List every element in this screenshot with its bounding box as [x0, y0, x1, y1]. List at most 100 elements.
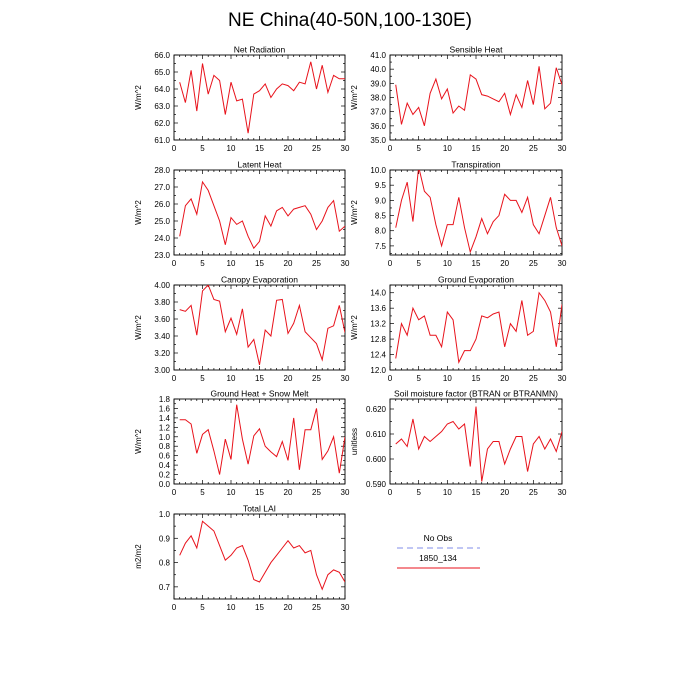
panel-2-title: Latent Heat [238, 160, 283, 170]
panel-2-y-tick-label: 24.0 [154, 234, 170, 243]
panel-8-series-line [179, 520, 345, 591]
panel-1-y-tick-label: 36.0 [370, 122, 386, 131]
panel-0-y-axis-title: W/m^2 [134, 85, 143, 110]
panel-0-x-tick-label: 5 [200, 144, 205, 153]
panel-4-x-tick-label: 0 [172, 374, 177, 383]
panel-1-y-tick-label: 37.0 [370, 108, 386, 117]
panel-8-title: Total LAI [243, 504, 276, 514]
panel-0-x-tick-label: 10 [227, 144, 236, 153]
panel-2-x-tick-label: 10 [227, 259, 236, 268]
panel-8-frame [173, 513, 346, 600]
panel-6-y-axis-title: W/m^2 [134, 429, 143, 454]
panel-3-y-axis-title: W/m^2 [350, 200, 359, 225]
panel-2-y-tick-label: 23.0 [154, 251, 170, 260]
panel-5-y-tick-label: 13.6 [370, 304, 386, 313]
panel-1-x-tick-label: 15 [472, 144, 481, 153]
panel-8-y-tick-label: 1.0 [159, 510, 171, 519]
panel-1-y-tick-label: 39.0 [370, 79, 386, 88]
panel-5-x-tick-label: 10 [443, 374, 452, 383]
panel-7-x-tick-label: 0 [388, 488, 393, 497]
panel-4-y-tick-label: 3.00 [154, 366, 170, 375]
panel-6-y-tick-label: 0.2 [159, 471, 171, 480]
panel-2-y-axis-title: W/m^2 [134, 200, 143, 225]
panel-6-y-tick-label: 1.6 [159, 404, 171, 413]
panel-2-y-tick-label: 25.0 [154, 217, 170, 226]
panel-4-series-line [179, 285, 345, 366]
panel-3-y-tick-label: 7.5 [375, 242, 387, 251]
panel-3-series-line [395, 170, 562, 254]
panel-4-x-tick-label: 30 [341, 374, 350, 383]
panel-6-y-tick-label: 1.4 [159, 414, 171, 423]
panel-8-y-axis-title: m2/m2 [134, 544, 143, 569]
panel-6-y-tick-label: 1.2 [159, 423, 171, 432]
panel-7-x-tick-label: 30 [558, 488, 567, 497]
panel-0-y-tick-label: 63.0 [154, 102, 170, 111]
panel-6-y-tick-label: 0.6 [159, 452, 171, 461]
panel-0-x-tick-label: 30 [341, 144, 350, 153]
panel-2-x-tick-label: 25 [312, 259, 321, 268]
panel-2-x-tick-label: 0 [172, 259, 177, 268]
panel-4-y-axis-title: W/m^2 [134, 315, 143, 340]
panel-7-title: Soil moisture factor (BTRAN or BTRANMN) [394, 389, 558, 399]
panel-1-x-tick-label: 0 [388, 144, 393, 153]
panel-0-x-tick-label: 20 [284, 144, 293, 153]
panel-5-x-tick-label: 20 [500, 374, 509, 383]
panel-4-frame [173, 284, 346, 371]
panel-1-y-tick-label: 35.0 [370, 136, 386, 145]
panel-1-frame [389, 54, 563, 141]
panel-2-y-tick-label: 28.0 [154, 166, 170, 175]
panel-2-y-tick-label: 26.0 [154, 200, 170, 209]
panel-6-y-tick-label: 1.0 [159, 433, 171, 442]
panel-3-frame [389, 169, 563, 256]
panel-5-x-tick-label: 30 [558, 374, 567, 383]
panel-4-y-tick-label: 3.20 [154, 349, 170, 358]
panel-7-y-tick-label: 0.590 [366, 480, 387, 489]
panel-7-y-axis-title: unitless [350, 428, 359, 455]
panel-0-y-tick-label: 62.0 [154, 119, 170, 128]
panel-2-series-line [179, 180, 345, 250]
panel-5-x-tick-label: 5 [416, 374, 421, 383]
panel-1-y-tick-label: 41.0 [370, 51, 386, 60]
panel-0-x-tick-label: 25 [312, 144, 321, 153]
panel-3-x-tick-label: 0 [388, 259, 393, 268]
panel-0-y-tick-label: 65.0 [154, 68, 170, 77]
panel-7-x-tick-label: 5 [416, 488, 421, 497]
panel-8-x-tick-label: 25 [312, 603, 321, 612]
panel-6-x-tick-label: 15 [255, 488, 264, 497]
panel-3-x-tick-label: 10 [443, 259, 452, 268]
panel-6-series-line [179, 404, 345, 475]
panel-7-series-line [395, 406, 562, 482]
panel-4-title: Canopy Evaporation [221, 275, 298, 285]
panel-8-x-tick-label: 15 [255, 603, 264, 612]
panel-7-y-tick-label: 0.610 [366, 430, 387, 439]
panel-6-frame [173, 398, 346, 485]
panel-8-y-tick-label: 0.9 [159, 534, 171, 543]
panel-3-y-tick-label: 10.0 [370, 166, 386, 175]
panel-3-x-tick-label: 15 [472, 259, 481, 268]
panel-1-y-tick-label: 40.0 [370, 65, 386, 74]
panel-6-x-tick-label: 5 [200, 488, 205, 497]
panel-8-x-tick-label: 20 [284, 603, 293, 612]
panel-4-y-tick-label: 3.60 [154, 315, 170, 324]
panel-8-x-tick-label: 5 [200, 603, 205, 612]
panel-0-y-tick-label: 64.0 [154, 85, 170, 94]
panel-5-y-tick-label: 13.2 [370, 320, 386, 329]
panel-1-series-line [395, 66, 562, 126]
panel-0-x-tick-label: 15 [255, 144, 264, 153]
panel-1-x-tick-label: 10 [443, 144, 452, 153]
panel-4-x-tick-label: 5 [200, 374, 205, 383]
panel-2-x-tick-label: 5 [200, 259, 205, 268]
panel-6-x-tick-label: 25 [312, 488, 321, 497]
panel-6-y-tick-label: 0.8 [159, 442, 171, 451]
panel-0-frame [173, 54, 346, 141]
panel-0-y-tick-label: 61.0 [154, 136, 170, 145]
panel-2-x-tick-label: 15 [255, 259, 264, 268]
panel-1-x-tick-label: 5 [416, 144, 421, 153]
panel-0-x-tick-label: 0 [172, 144, 177, 153]
panel-1-title: Sensible Heat [450, 45, 504, 55]
panel-2-frame [173, 169, 346, 256]
panel-1-x-tick-label: 25 [529, 144, 538, 153]
panel-8-y-tick-label: 0.8 [159, 559, 171, 568]
panel-8-x-tick-label: 10 [227, 603, 236, 612]
panel-3-y-tick-label: 8.5 [375, 212, 387, 221]
